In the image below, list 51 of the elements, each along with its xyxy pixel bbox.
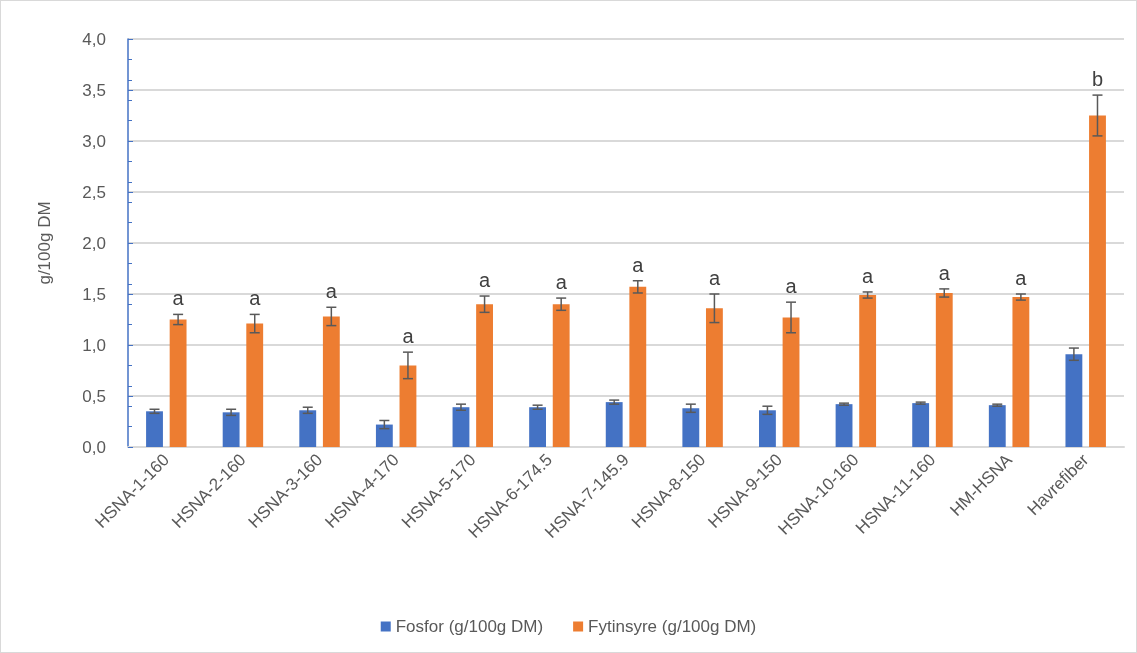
y-tick-label: 1,0 — [82, 335, 106, 355]
y-tick-label: 3,0 — [82, 131, 106, 151]
annotation: a — [938, 261, 951, 284]
annotation: a — [862, 264, 875, 287]
y-tick-label: 3,5 — [82, 80, 106, 100]
bar — [1065, 354, 1083, 447]
annotation: a — [632, 253, 645, 276]
bar — [222, 412, 240, 447]
annotation: a — [479, 269, 492, 292]
y-tick-label: 2,5 — [82, 182, 106, 202]
y-tick-label: 1,5 — [82, 284, 106, 304]
bar — [682, 408, 700, 447]
bar — [169, 319, 187, 447]
bar — [1012, 297, 1030, 447]
bar — [322, 316, 340, 447]
annotation: a — [785, 275, 798, 298]
bar — [452, 407, 470, 447]
bar — [935, 292, 953, 447]
bar — [529, 407, 547, 447]
bar — [246, 323, 264, 447]
bar — [605, 402, 623, 447]
annotation: a — [325, 280, 338, 303]
annotation: a — [708, 267, 721, 289]
bar — [299, 410, 317, 447]
legend-label: Fosfor (g/100g DM) — [395, 617, 544, 636]
bar — [912, 403, 930, 447]
y-axis-title: g/100g DM — [35, 201, 54, 285]
bar — [782, 317, 800, 447]
bar — [859, 295, 877, 447]
bar — [552, 304, 570, 447]
bar — [988, 405, 1006, 447]
annotation: a — [555, 271, 568, 294]
annotation: a — [402, 325, 415, 348]
bar — [476, 304, 493, 447]
y-tick-label: 4,0 — [82, 29, 106, 49]
legend-label: Fytinsyre (g/100g DM) — [588, 617, 757, 636]
annotation: a — [1015, 267, 1028, 289]
bar — [759, 410, 776, 447]
bar — [375, 424, 393, 447]
y-tick-label: 0,0 — [82, 437, 106, 457]
bar — [835, 404, 853, 447]
bar — [705, 308, 723, 447]
annotation: a — [172, 287, 185, 310]
y-tick-label: 0,5 — [82, 386, 106, 406]
annotation: b — [1091, 68, 1104, 91]
bar — [1089, 115, 1106, 447]
bar — [399, 365, 417, 447]
annotation: a — [249, 287, 262, 310]
y-tick-label: 2,0 — [82, 233, 106, 253]
bar — [629, 286, 647, 447]
bar — [146, 411, 163, 447]
